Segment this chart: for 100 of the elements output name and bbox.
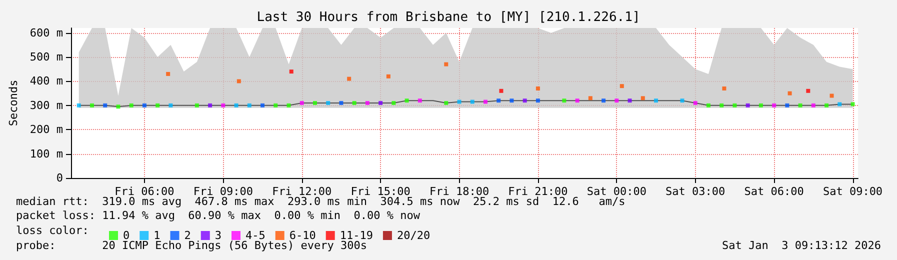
point [116, 104, 120, 109]
point [234, 103, 238, 108]
point [499, 88, 504, 93]
point [798, 103, 802, 108]
y-tick-label: 500 m [30, 50, 64, 64]
point [378, 101, 383, 105]
chart-title: Last 30 Hours from Brisbane to [MY] [210.1.226.1] [256, 10, 640, 25]
point [365, 101, 370, 105]
point [260, 103, 265, 108]
y-axis-title: Seconds [7, 80, 20, 126]
y-tick-label: 0 [56, 172, 64, 184]
point [588, 96, 592, 100]
point [392, 101, 396, 105]
point [247, 103, 252, 108]
legend-label: 20/20 [396, 229, 430, 242]
x-tick-label: Sat 09:00 [822, 185, 883, 198]
point [404, 98, 409, 103]
point [444, 101, 448, 105]
point [693, 101, 698, 105]
x-tick-label: Fri 15:00 [350, 185, 410, 198]
point [522, 98, 527, 103]
point [286, 103, 291, 108]
point [142, 103, 146, 108]
point [457, 100, 462, 104]
point [236, 79, 241, 84]
x-tick-label: Fri 18:00 [429, 185, 490, 198]
point [640, 96, 645, 100]
x-tick-label: Fri 12:00 [272, 185, 332, 198]
point [536, 86, 540, 90]
point [470, 100, 474, 104]
point [326, 101, 330, 105]
point [386, 74, 390, 78]
point [746, 103, 750, 108]
legend-label: 4-5 [245, 229, 266, 242]
text: probe: 20 ICMP Echo Pings (56 Bytes) every 300s [16, 239, 367, 252]
point [168, 103, 173, 108]
point [620, 84, 624, 88]
point [706, 103, 710, 108]
point [614, 98, 619, 103]
point [785, 103, 790, 108]
x-tick-label: Sat 06:00 [744, 185, 804, 198]
point [510, 98, 514, 103]
point [90, 103, 94, 108]
point [208, 103, 212, 108]
point [628, 98, 632, 103]
point [156, 103, 160, 108]
y-tick-label: 200 m [30, 123, 64, 136]
point [758, 103, 763, 108]
y-tick-label: 300 m [30, 98, 64, 112]
point [536, 98, 540, 103]
point [496, 98, 501, 103]
legend-label: 11-19 [340, 229, 373, 242]
text: median rtt: 319.0 ms avg 467.8 ms max 293.0 ms min 304.5 ms now 25.2 ms sd 12.6 am/s [16, 195, 626, 208]
point [772, 103, 776, 108]
point [811, 103, 816, 108]
x-tick-label: Sat 00:00 [586, 185, 646, 198]
point [221, 103, 226, 108]
point [352, 101, 356, 105]
x-tick-label: Sat 03:00 [666, 185, 726, 198]
point [129, 103, 134, 108]
point [850, 102, 855, 106]
point [830, 94, 834, 98]
y-tick-label: 600 m [30, 26, 64, 40]
point [166, 72, 170, 76]
point [444, 62, 448, 66]
legend-label: 2 [184, 229, 191, 242]
legend-label: 6-10 [289, 229, 316, 242]
legend-label: 1 [154, 229, 160, 242]
point [732, 103, 737, 108]
point [347, 76, 352, 81]
x-tick-label: Fri 06:00 [114, 185, 174, 198]
point [312, 101, 317, 105]
legend-title: loss color: [16, 224, 89, 237]
point [562, 98, 566, 103]
x-tick-label: Fri 09:00 [193, 185, 253, 198]
y-tick-label: 100 m [30, 147, 64, 160]
point [788, 91, 792, 96]
point [274, 103, 278, 108]
point [103, 103, 108, 108]
x-tick-label: Fri 21:00 [508, 185, 568, 198]
text: Sat Jan 3 09:13:12 2026 [722, 239, 882, 252]
y-tick-label: 400 m [30, 74, 64, 88]
point [602, 98, 606, 103]
point [76, 103, 81, 108]
point [654, 98, 658, 103]
point [575, 98, 580, 103]
point [418, 98, 422, 103]
point [339, 101, 344, 105]
point [722, 86, 726, 90]
legend-label: 0 [123, 229, 130, 242]
point [838, 102, 842, 106]
text: packet loss: 11.94 % avg 60.90 % max 0.00 % min 0.00 % now [16, 209, 420, 222]
point [824, 103, 829, 108]
point [806, 88, 810, 93]
point [289, 70, 294, 74]
point [194, 103, 199, 108]
point [680, 98, 684, 103]
point [300, 101, 304, 105]
point [720, 103, 724, 108]
legend-label: 3 [214, 229, 222, 242]
